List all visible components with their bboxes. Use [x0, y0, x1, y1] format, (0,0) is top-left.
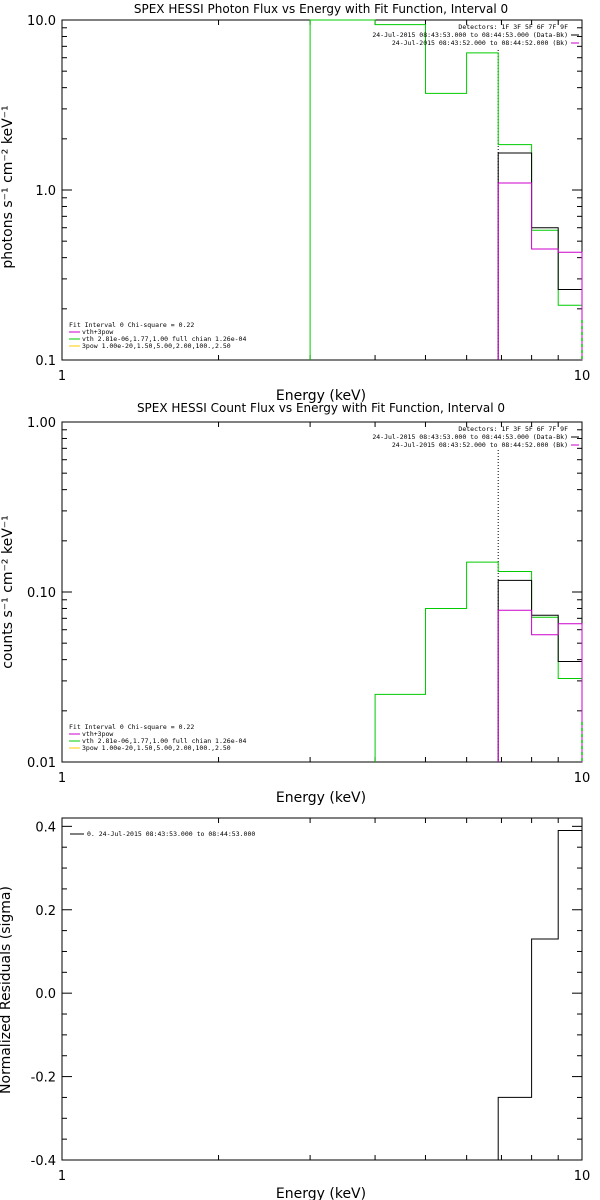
y-tick-label: 0.4 [35, 820, 56, 835]
series-data-line [497, 152, 583, 360]
plot-frame [61, 19, 583, 361]
legend-top-right-text: 24-Jul-2015 08:43:53.000 to 08:44:53.000… [372, 433, 568, 441]
count-flux-xlabel: Energy (keV) [276, 790, 366, 806]
x-tick-label: 1 [58, 1169, 66, 1184]
legend-bottom-left-text: vth 2.81e-06,1.77,1.00 full chian 1.26e-… [82, 335, 246, 343]
legend-top-right-text: 24-Jul-2015 08:43:52.000 to 08:44:52.000… [392, 39, 568, 47]
legend-bottom-left-text: 3pow 1.00e-20,1.50,5.00,2.00,100.,2.50 [82, 744, 231, 752]
plot-frame [61, 817, 583, 1161]
x-tick-label: 10 [574, 1169, 591, 1184]
x-tick-label: 10 [574, 369, 591, 384]
series-data-line [497, 579, 583, 762]
series-vth-line [374, 561, 583, 762]
series-data-line [497, 830, 583, 1160]
y-tick-label: 0.10 [27, 586, 56, 601]
residuals-ylabel: Normalized Residuals (sigma) [0, 886, 14, 1094]
legend-bottom-left-text: vth+3pow [82, 328, 113, 336]
count-flux-ylabel: counts s⁻¹ cm⁻² keV⁻¹ [0, 515, 16, 669]
photon-flux-ylabel: photons s⁻¹ cm⁻² keV⁻¹ [0, 105, 16, 268]
legend-top-right-text: 24-Jul-2015 08:43:52.000 to 08:44:52.000… [392, 441, 568, 449]
x-tick-label: 10 [574, 771, 591, 786]
legend-top-right-text: Detectors: 1F 3F 5F 6F 7F 9F [458, 23, 568, 31]
legend-top-left-text: 0. 24-Jul-2015 08:43:53.000 to 08:44:53.… [87, 830, 255, 838]
series-vth+3pow-line [497, 182, 583, 360]
y-tick-label: -0.2 [31, 1071, 56, 1086]
series-vth+3pow-line [497, 609, 583, 762]
plot-frame [61, 421, 583, 763]
residuals-panel: Energy (keV) Normalized Residuals (sigma… [0, 817, 591, 1200]
legend-bottom-left-text: 3pow 1.00e-20,1.50,5.00,2.00,100.,2.50 [82, 342, 231, 350]
x-tick-label: 1 [58, 771, 66, 786]
legend-bottom-left-text: Fit Interval 0 Chi-square = 0.22 [69, 723, 194, 731]
legend-bottom-left-text: vth+3pow [82, 730, 113, 738]
legend-top-right-text: 24-Jul-2015 08:43:53.000 to 08:44:53.000… [372, 31, 568, 39]
y-tick-label: 0.01 [27, 756, 56, 771]
y-tick-label: -0.4 [31, 1154, 56, 1169]
y-tick-label: 1.00 [27, 416, 56, 431]
y-tick-label: 0.2 [35, 904, 56, 919]
y-tick-label: 10.0 [27, 14, 56, 29]
photon-flux-xlabel: Energy (keV) [276, 388, 366, 404]
series-vth-line [309, 19, 583, 360]
photon-flux-title: SPEX HESSI Photon Flux vs Energy with Fi… [134, 2, 508, 16]
y-tick-label: 1.0 [35, 184, 56, 199]
count-flux-panel: SPEX HESSI Count Flux vs Energy with Fit… [0, 401, 590, 806]
legend-bottom-left-text: vth 2.81e-06,1.77,1.00 full chian 1.26e-… [82, 737, 246, 745]
legend-bottom-left-text: Fit Interval 0 Chi-square = 0.22 [69, 321, 194, 329]
photon-flux-panel: SPEX HESSI Photon Flux vs Energy with Fi… [0, 2, 590, 404]
count-flux-title: SPEX HESSI Count Flux vs Energy with Fit… [137, 401, 505, 415]
legend-top-right-text: Detectors: 1F 3F 5F 6F 7F 9F [458, 425, 568, 433]
residuals-xlabel: Energy (keV) [276, 1186, 366, 1200]
y-tick-label: 0.0 [35, 987, 56, 1002]
y-tick-label: 0.1 [35, 354, 56, 369]
x-tick-label: 1 [58, 369, 66, 384]
